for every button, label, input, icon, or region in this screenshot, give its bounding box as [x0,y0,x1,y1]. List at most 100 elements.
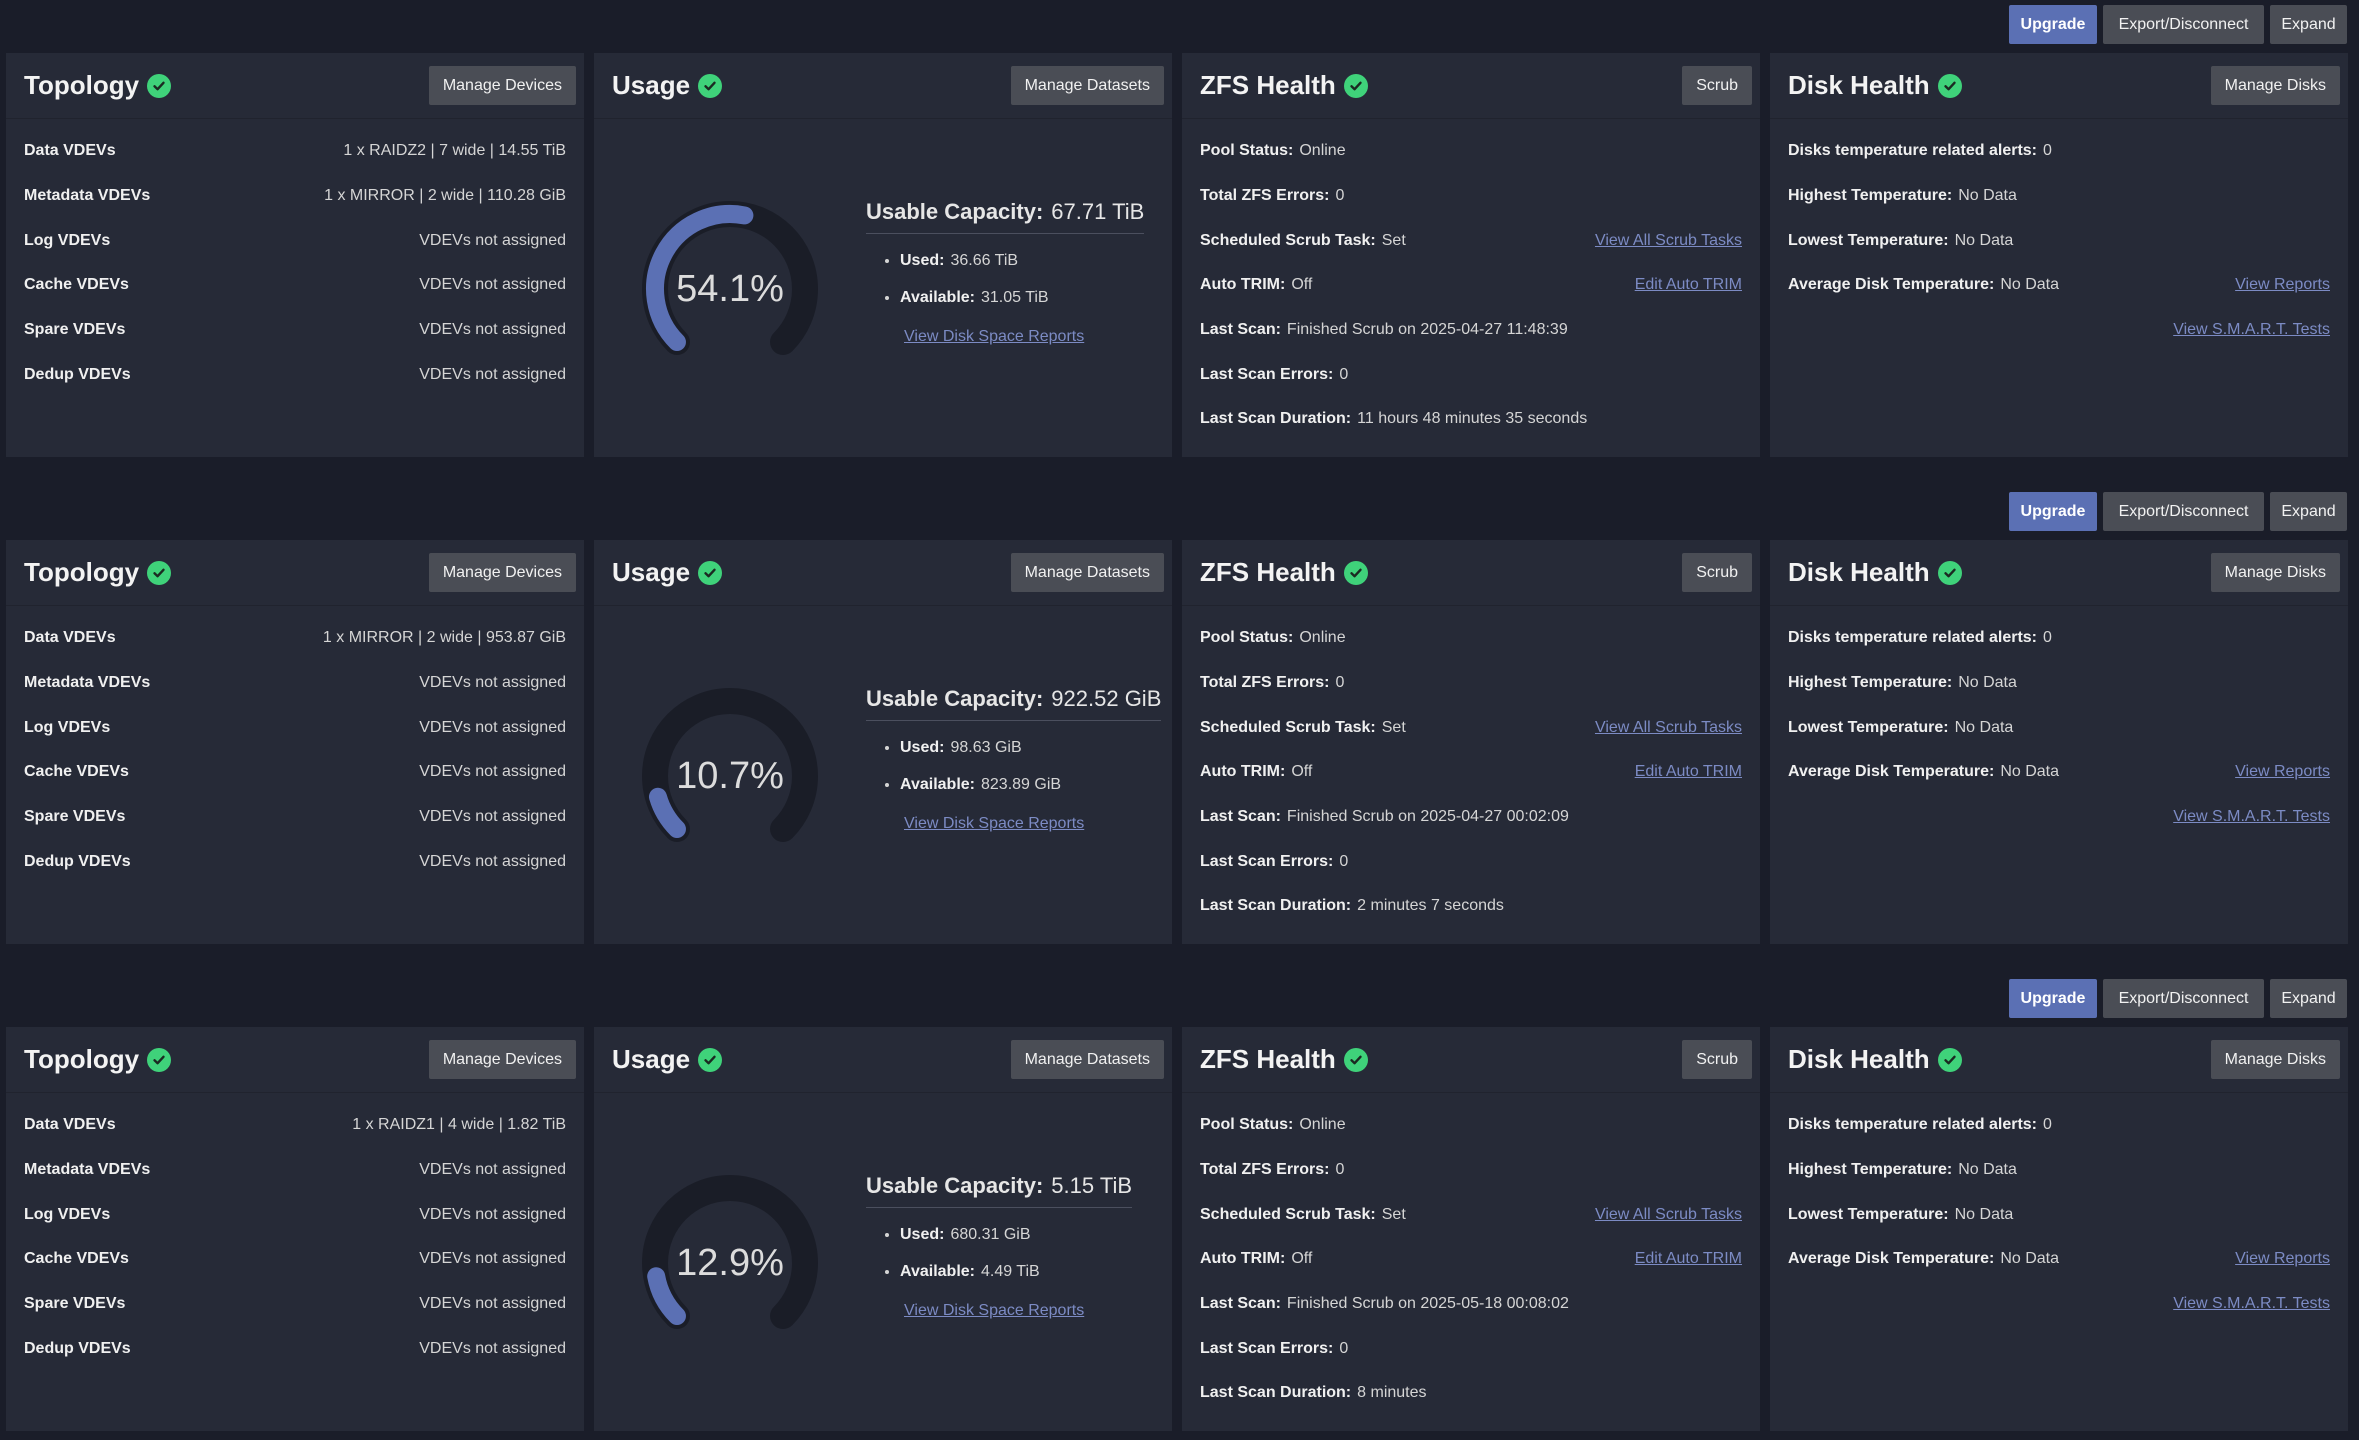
upgrade-button[interactable]: Upgrade [2009,979,2097,1018]
usage-card: Usage Manage Datasets 12.9% Usable Capac… [594,1027,1172,1431]
upgrade-button[interactable]: Upgrade [2009,5,2097,44]
check-circle-icon [1937,73,1962,98]
scrub-button[interactable]: Scrub [1682,66,1752,105]
usage-body: 12.9% Usable Capacity: 5.15 TiB Used: 680.… [594,1093,1172,1429]
expand-button[interactable]: Expand [2270,5,2347,44]
edit-auto-trim-link[interactable]: Edit Auto TRIM [1634,276,1742,294]
card-header: Disk Health Manage Disks [1770,540,2348,606]
manage-disks-button[interactable]: Manage Disks [2210,553,2340,592]
card-title: Usage [612,1044,723,1075]
usage-gauge-fill [648,787,686,839]
card-header: ZFS Health Scrub [1182,540,1760,606]
card-title: Usage [612,557,723,588]
manage-datasets-button[interactable]: Manage Datasets [1010,553,1164,592]
pool-actions: Upgrade Export/Disconnect Expand [2009,5,2347,44]
topology-row: Log VDEVs VDEVs not assigned [24,705,566,750]
usage-card: Usage Manage Datasets 54.1% Usable Capac… [594,53,1172,457]
view-scrub-tasks-link[interactable]: View All Scrub Tasks [1594,231,1742,249]
edit-auto-trim-link[interactable]: Edit Auto TRIM [1634,763,1742,781]
card-title: Disk Health [1788,1044,1962,1075]
topology-row-value: VDEVs not assigned [419,321,566,339]
highest-temp-label: Highest Temperature: [1788,674,1953,692]
topology-row: Spare VDEVs VDEVs not assigned [24,795,566,840]
pool-status-label: Pool Status: [1200,1116,1294,1134]
pool-actions: Upgrade Export/Disconnect Expand [2009,979,2347,1018]
disk-health-body: Disks temperature related alerts: 0 Highe… [1770,606,2348,839]
card-header: Usage Manage Datasets [594,540,1172,606]
check-circle-icon [1937,1047,1962,1072]
topology-row: Metadata VDEVs VDEVs not assigned [24,661,566,706]
expand-button[interactable]: Expand [2270,979,2347,1018]
view-reports-link[interactable]: View Reports [2235,1250,2330,1268]
average-temp-row: Average Disk Temperature: No Data View Rep… [1788,263,2330,308]
view-smart-tests-link[interactable]: View S.M.A.R.T. Tests [2173,1295,2330,1313]
zfs-health-card: ZFS Health Scrub Pool Status: Online Tota… [1182,1027,1760,1431]
usable-capacity-title: Usable Capacity: 67.71 TiB [866,199,1145,234]
topology-title: Topology [24,70,140,100]
card-header: Usage Manage Datasets [594,1027,1172,1093]
topology-row-label: Metadata VDEVs [24,187,151,205]
last-scan-row: Last Scan: Finished Scrub on 2025-04-27 1… [1200,308,1742,353]
lowest-temp-label: Lowest Temperature: [1788,1205,1949,1223]
view-reports-link[interactable]: View Reports [2235,276,2330,294]
usable-capacity: Usable Capacity: 922.52 GiB Used: 98.63 Gi… [866,686,1162,833]
disk-health-card: Disk Health Manage Disks Disks temperatu… [1770,1027,2348,1431]
manage-datasets-button[interactable]: Manage Datasets [1010,1040,1164,1079]
pool-status-label: Pool Status: [1200,142,1294,160]
topology-row-label: Cache VDEVs [24,763,129,781]
export-disconnect-button[interactable]: Export/Disconnect [2103,492,2264,531]
capacity-list: Used: 680.31 GiB Available: 4.49 TiB [866,1216,1146,1290]
view-smart-tests-link[interactable]: View S.M.A.R.T. Tests [2173,808,2330,826]
edit-auto-trim-link[interactable]: Edit Auto TRIM [1634,1250,1742,1268]
usage-title: Usage [612,557,691,587]
usable-capacity-title: Usable Capacity: 922.52 GiB [866,686,1162,721]
disk-space-reports-link[interactable]: View Disk Space Reports [904,328,1085,345]
disk-space-reports-link[interactable]: View Disk Space Reports [904,815,1085,832]
view-smart-tests-link[interactable]: View S.M.A.R.T. Tests [2173,321,2330,339]
view-reports-link[interactable]: View Reports [2235,763,2330,781]
manage-devices-button[interactable]: Manage Devices [428,1040,576,1079]
zfs-health-body: Pool Status: Online Total ZFS Errors: 0 Sc… [1182,1093,1760,1416]
lowest-temp-value: No Data [1954,718,2014,736]
usage-card: Usage Manage Datasets 10.7% Usable Capac… [594,540,1172,944]
topology-row-value: VDEVs not assigned [419,718,566,736]
export-disconnect-button[interactable]: Export/Disconnect [2103,979,2264,1018]
manage-disks-button[interactable]: Manage Disks [2210,66,2340,105]
last-scan-duration-label: Last Scan Duration: [1200,897,1352,915]
last-scan-value: Finished Scrub on 2025-05-18 00:08:02 [1286,1295,1569,1313]
manage-devices-button[interactable]: Manage Devices [428,553,576,592]
scrub-button[interactable]: Scrub [1682,553,1752,592]
average-temp-label: Average Disk Temperature: [1788,763,1995,781]
pool-widgets: Upgrade Export/Disconnect Expand Topolog… [0,0,2359,487]
pool-widgets: Upgrade Export/Disconnect Expand Topolog… [0,487,2359,974]
last-scan-row: Last Scan: Finished Scrub on 2025-05-18 0… [1200,1282,1742,1327]
temp-alerts-label: Disks temperature related alerts: [1788,629,2037,647]
last-scan-errors-row: Last Scan Errors: 0 [1200,839,1742,884]
manage-disks-button[interactable]: Manage Disks [2210,1040,2340,1079]
temp-alerts-label: Disks temperature related alerts: [1788,1116,2037,1134]
upgrade-button[interactable]: Upgrade [2009,492,2097,531]
last-scan-duration-row: Last Scan Duration: 11 hours 48 minutes 3… [1200,397,1742,442]
last-scan-label: Last Scan: [1200,321,1281,339]
usage-gauge [642,201,818,356]
average-temp-label: Average Disk Temperature: [1788,1250,1995,1268]
pool-widgets: Upgrade Export/Disconnect Expand Topolog… [0,974,2359,1440]
manage-devices-button[interactable]: Manage Devices [428,66,576,105]
check-circle-icon [147,73,172,98]
topology-row-value: 1 x MIRROR | 2 wide | 953.87 GiB [322,629,566,647]
scrub-button[interactable]: Scrub [1682,1040,1752,1079]
card-title: Topology [24,1044,172,1075]
manage-datasets-button[interactable]: Manage Datasets [1010,66,1164,105]
topology-row-label: Log VDEVs [24,231,111,249]
view-scrub-tasks-link[interactable]: View All Scrub Tasks [1594,718,1742,736]
card-title: ZFS Health [1200,1044,1368,1075]
last-scan-errors-label: Last Scan Errors: [1200,852,1334,870]
view-scrub-tasks-link[interactable]: View All Scrub Tasks [1594,1205,1742,1223]
export-disconnect-button[interactable]: Export/Disconnect [2103,5,2264,44]
expand-button[interactable]: Expand [2270,492,2347,531]
disk-space-reports-link[interactable]: View Disk Space Reports [904,1302,1085,1319]
lowest-temp-value: No Data [1954,231,2014,249]
disk-health-title: Disk Health [1788,1044,1930,1074]
card-title: ZFS Health [1200,557,1368,588]
